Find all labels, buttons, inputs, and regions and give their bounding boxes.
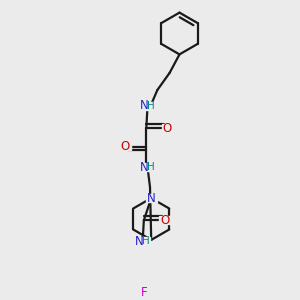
- Text: O: O: [160, 214, 170, 227]
- Text: N: N: [135, 235, 144, 248]
- Text: N: N: [147, 192, 156, 205]
- Text: O: O: [163, 122, 172, 135]
- Bar: [146, 194, 157, 202]
- Bar: [138, 289, 149, 297]
- Text: H: H: [147, 162, 155, 172]
- Bar: [140, 164, 155, 171]
- Bar: [162, 124, 173, 132]
- Text: H: H: [142, 236, 150, 246]
- Text: O: O: [121, 140, 130, 153]
- Text: N: N: [140, 161, 149, 174]
- Bar: [140, 102, 155, 110]
- Bar: [159, 216, 170, 224]
- Bar: [120, 142, 131, 151]
- Text: N: N: [140, 100, 149, 112]
- Bar: [135, 237, 150, 245]
- Text: H: H: [147, 101, 155, 111]
- Text: F: F: [140, 286, 147, 299]
